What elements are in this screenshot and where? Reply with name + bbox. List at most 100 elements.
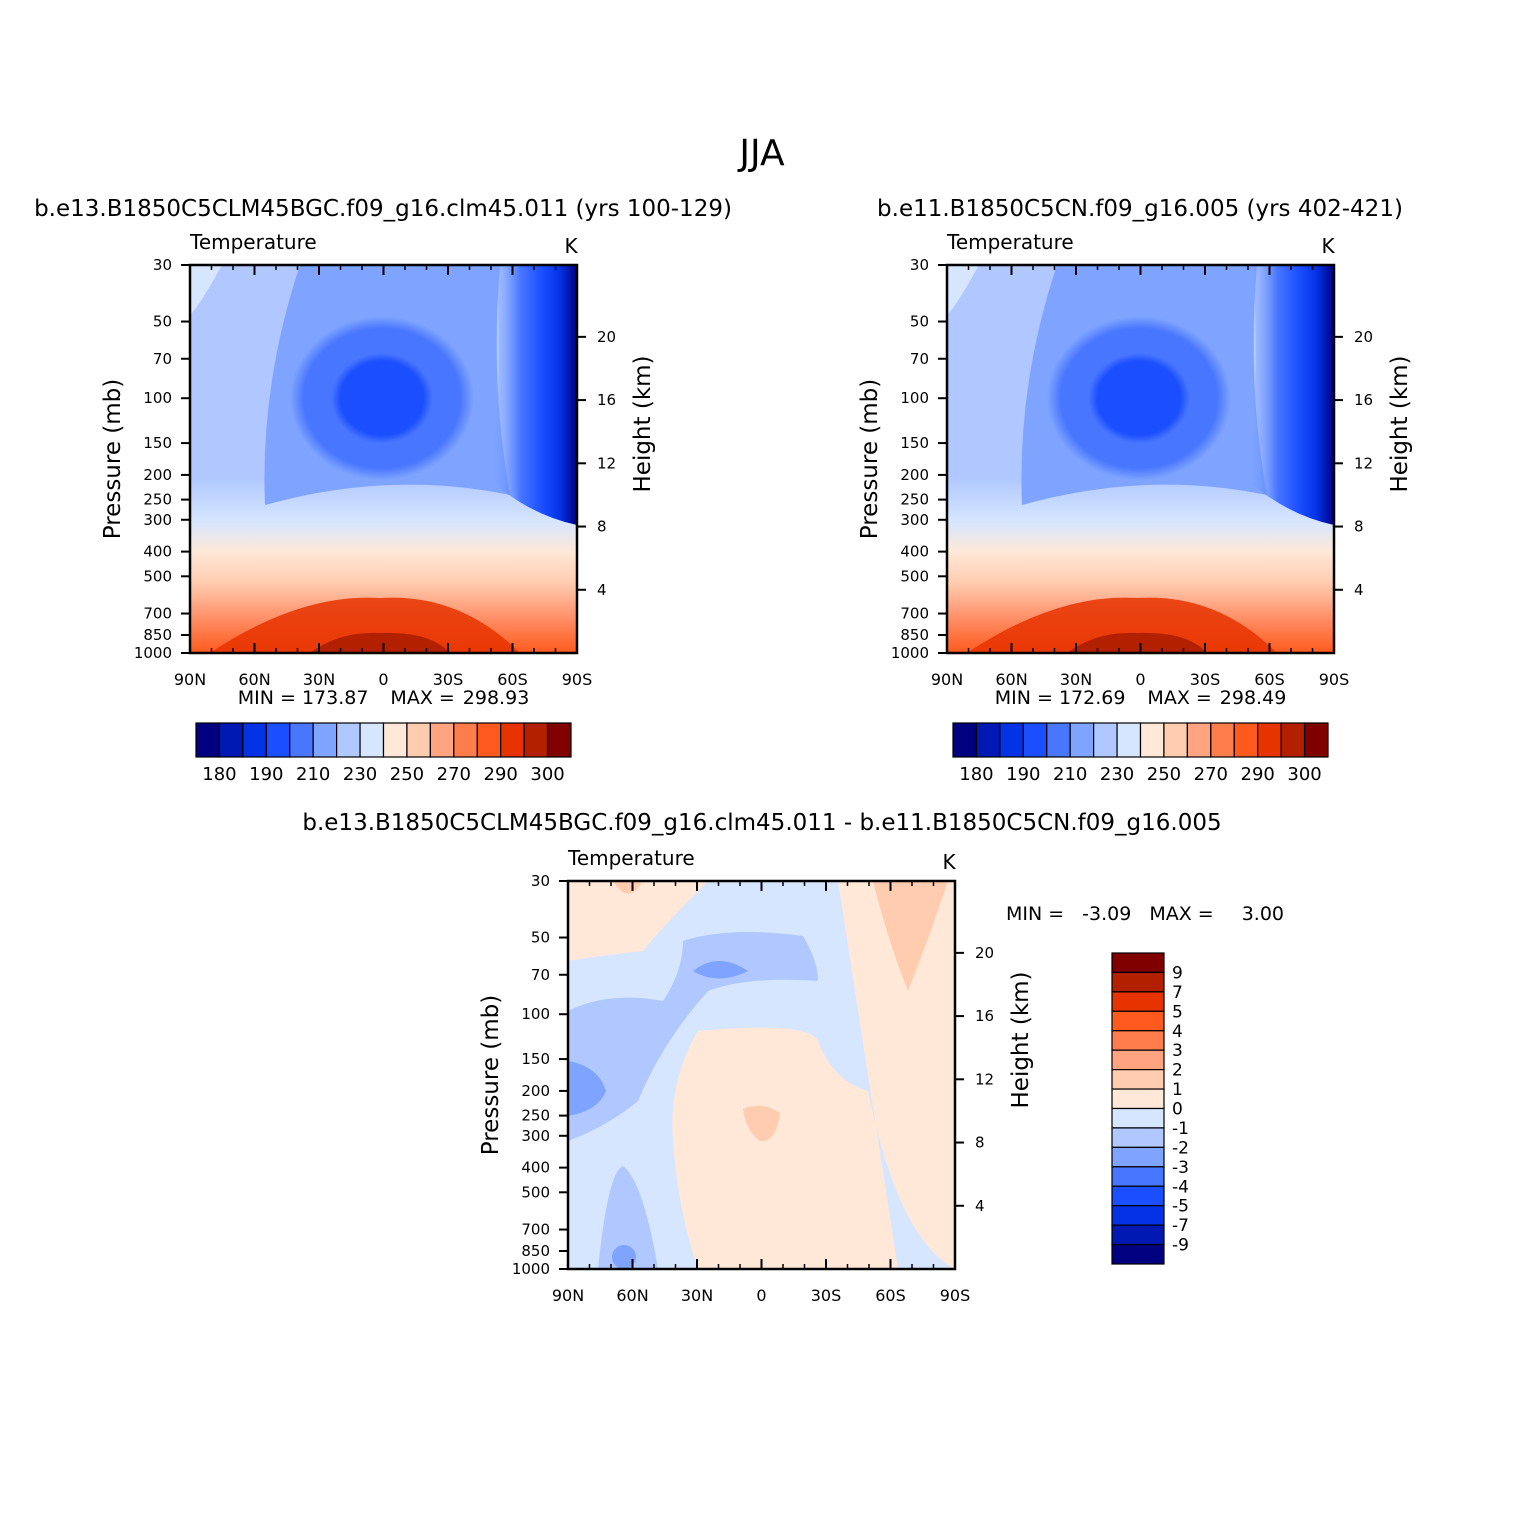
colorbar-swatch bbox=[1111, 971, 1165, 993]
y-tick-label: 150 bbox=[521, 1050, 550, 1068]
x-tick-label: 60N bbox=[616, 1286, 648, 1305]
y-right-tick-label: 4 bbox=[597, 581, 607, 599]
y-right-tick-label: 4 bbox=[975, 1197, 985, 1215]
colorbar-swatch bbox=[952, 722, 978, 758]
colorbar-swatch bbox=[406, 722, 431, 758]
colorbar-swatch bbox=[312, 722, 338, 758]
x-tick-label: 60S bbox=[497, 670, 528, 689]
x-tick-label: 0 bbox=[1135, 670, 1145, 689]
y-right-tick-label: 12 bbox=[975, 1070, 994, 1088]
min-max-stats: MIN = 172.69 MAX = 298.49 bbox=[995, 687, 1287, 709]
min-value: 172.69 bbox=[1059, 687, 1125, 709]
units-label: K bbox=[1321, 234, 1335, 258]
colorbar-swatch bbox=[1111, 1069, 1165, 1090]
y-tick-label: 1000 bbox=[512, 1260, 550, 1278]
max-value: 298.93 bbox=[463, 687, 529, 709]
x-tick-label: 30S bbox=[1190, 670, 1221, 689]
y-axis-label: Pressure (mb) bbox=[100, 379, 126, 539]
contour-light-blue bbox=[947, 265, 979, 315]
x-tick-label: 30S bbox=[811, 1286, 842, 1305]
y-right-tick-label: 8 bbox=[597, 518, 607, 536]
colorbar-swatch bbox=[1111, 1205, 1165, 1226]
colorbar-swatch bbox=[1111, 1049, 1165, 1071]
units-label: K bbox=[564, 234, 578, 258]
contour-field bbox=[568, 881, 955, 1269]
colorbar-label: 190 bbox=[1006, 764, 1040, 785]
colorbar-label: 230 bbox=[1100, 764, 1134, 785]
y-tick-label: 70 bbox=[153, 350, 172, 368]
contour-cold-core bbox=[1047, 316, 1231, 481]
y-right-axis-label: Height (km) bbox=[1387, 355, 1413, 492]
colorbar-swatch bbox=[359, 722, 385, 758]
colorbar-label: 4 bbox=[1172, 1022, 1183, 1042]
y-tick-label: 500 bbox=[900, 567, 929, 585]
colorbar-swatch bbox=[1111, 1146, 1165, 1168]
x-tick-label: 60N bbox=[995, 670, 1027, 689]
y-tick-label: 70 bbox=[531, 966, 550, 984]
y-tick-label: 500 bbox=[143, 567, 172, 585]
y-tick-label: 1000 bbox=[891, 644, 929, 662]
y-tick-label: 100 bbox=[143, 389, 172, 407]
y-tick-label: 50 bbox=[531, 929, 550, 947]
colorbar-swatch bbox=[975, 722, 1001, 758]
colorbar-label: 180 bbox=[202, 764, 236, 785]
colorbar-swatch bbox=[195, 722, 221, 758]
min-max-stats: MIN = -3.09 MAX = 3.00 bbox=[1006, 903, 1284, 925]
contour-negative-west bbox=[568, 1061, 606, 1116]
colorbar-label: -5 bbox=[1172, 1197, 1189, 1217]
colorbar-swatch bbox=[1111, 1030, 1165, 1051]
colorbar-swatch bbox=[1046, 722, 1071, 758]
contour-field bbox=[947, 265, 1334, 653]
colorbar: 180 190 210 230 250 270 290 300 bbox=[952, 722, 1329, 785]
colorbar-swatch bbox=[1093, 722, 1118, 758]
x-tick-label: 90N bbox=[552, 1286, 584, 1305]
colorbar-label: 3 bbox=[1172, 1041, 1183, 1061]
colorbar-label: 5 bbox=[1172, 1002, 1183, 1022]
contour-positive-top bbox=[613, 881, 643, 894]
x-tick-label: 30S bbox=[433, 670, 464, 689]
x-tick-label: 0 bbox=[378, 670, 388, 689]
colorbar-label: 190 bbox=[249, 764, 283, 785]
y-tick-label: 250 bbox=[143, 491, 172, 509]
colorbar-swatch bbox=[382, 722, 408, 758]
contour-negative-surface bbox=[598, 1166, 658, 1269]
y-right-tick-label: 16 bbox=[975, 1007, 994, 1025]
x-tick-label: 90N bbox=[931, 670, 963, 689]
y-right-axis-label: Height (km) bbox=[630, 355, 656, 492]
y-tick-label: 850 bbox=[521, 1242, 550, 1260]
y-tick-label: 700 bbox=[900, 605, 929, 623]
y-tick-label: 100 bbox=[900, 389, 929, 407]
colorbar-swatch bbox=[1111, 991, 1165, 1012]
colorbar-label: 9 bbox=[1172, 963, 1183, 983]
contour-positive-ne bbox=[873, 881, 948, 991]
min-value: -3.09 bbox=[1082, 903, 1131, 925]
y-right-tick-label: 16 bbox=[597, 391, 616, 409]
colorbar-label: -3 bbox=[1172, 1158, 1189, 1178]
y-tick-label: 150 bbox=[900, 434, 929, 452]
y-tick-label: 50 bbox=[153, 313, 172, 331]
contour-negative-band bbox=[568, 932, 818, 1141]
units-label: K bbox=[942, 850, 956, 874]
colorbar-label: 210 bbox=[1053, 764, 1087, 785]
contour-hottest bbox=[1067, 632, 1207, 653]
y-right-tick-label: 4 bbox=[1354, 581, 1364, 599]
colorbar-swatch bbox=[1111, 1088, 1165, 1110]
x-tick-label: 30N bbox=[681, 1286, 713, 1305]
min-max-stats: MIN = 173.87 MAX = 298.93 bbox=[238, 687, 530, 709]
panel-title: b.e13.B1850C5CLM45BGC.f09_g16.clm45.011 … bbox=[34, 196, 732, 222]
y-right-axis-label: Height (km) bbox=[1008, 971, 1034, 1108]
colorbar-swatch bbox=[546, 722, 572, 758]
figure-title: JJA bbox=[737, 133, 785, 174]
y-tick-label: 400 bbox=[900, 543, 929, 561]
contour-negative-surface-core bbox=[612, 1245, 636, 1269]
y-tick-label: 400 bbox=[143, 543, 172, 561]
colorbar-label: 0 bbox=[1172, 1100, 1183, 1120]
colorbar-label: 7 bbox=[1172, 983, 1183, 1003]
colorbar-swatch bbox=[1280, 722, 1306, 758]
y-right-tick-label: 8 bbox=[975, 1134, 985, 1152]
colorbar-swatch bbox=[500, 722, 525, 758]
colorbar-swatch bbox=[1111, 1243, 1165, 1265]
max-label: MAX = bbox=[1147, 687, 1211, 709]
contour-positive-main bbox=[672, 881, 955, 1269]
panel-model-a: b.e13.B1850C5CLM45BGC.f09_g16.clm45.011 … bbox=[34, 196, 732, 785]
